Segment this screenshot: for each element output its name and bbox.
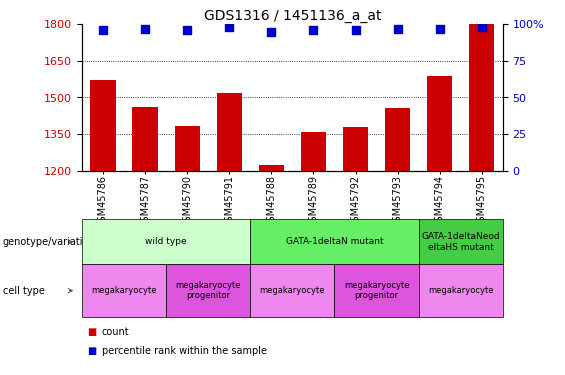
Bar [132, 107, 158, 171]
Point [477, 24, 486, 30]
Text: genotype/variation: genotype/variation [3, 237, 95, 247]
Title: GDS1316 / 1451136_a_at: GDS1316 / 1451136_a_at [203, 9, 381, 23]
Text: megakaryocyte
progenitor: megakaryocyte progenitor [344, 281, 409, 300]
Point [351, 27, 360, 33]
Bar [301, 132, 326, 171]
Bar [175, 126, 200, 171]
Point [267, 29, 276, 35]
Point [98, 27, 107, 33]
Point [225, 24, 234, 30]
Point [309, 27, 318, 33]
Text: megakaryocyte: megakaryocyte [92, 286, 157, 295]
Bar [427, 76, 453, 171]
Text: count: count [102, 327, 129, 337]
Bar [469, 24, 494, 171]
Text: GATA-1deltaN mutant: GATA-1deltaN mutant [286, 237, 383, 246]
Text: megakaryocyte
progenitor: megakaryocyte progenitor [176, 281, 241, 300]
Point [182, 27, 192, 33]
Text: GATA-1deltaNeod
eltaHS mutant: GATA-1deltaNeod eltaHS mutant [421, 232, 500, 252]
Bar [385, 108, 410, 171]
Point [435, 26, 444, 32]
Bar [259, 165, 284, 171]
Text: ■: ■ [88, 346, 97, 355]
Text: ■: ■ [88, 327, 97, 337]
Bar [216, 93, 242, 171]
Text: megakaryocyte: megakaryocyte [428, 286, 493, 295]
Text: percentile rank within the sample: percentile rank within the sample [102, 346, 267, 355]
Point [393, 26, 402, 32]
Text: cell type: cell type [3, 286, 45, 296]
Bar [90, 81, 116, 171]
Text: wild type: wild type [145, 237, 187, 246]
Bar [343, 127, 368, 171]
Text: megakaryocyte: megakaryocyte [260, 286, 325, 295]
Point [141, 26, 150, 32]
